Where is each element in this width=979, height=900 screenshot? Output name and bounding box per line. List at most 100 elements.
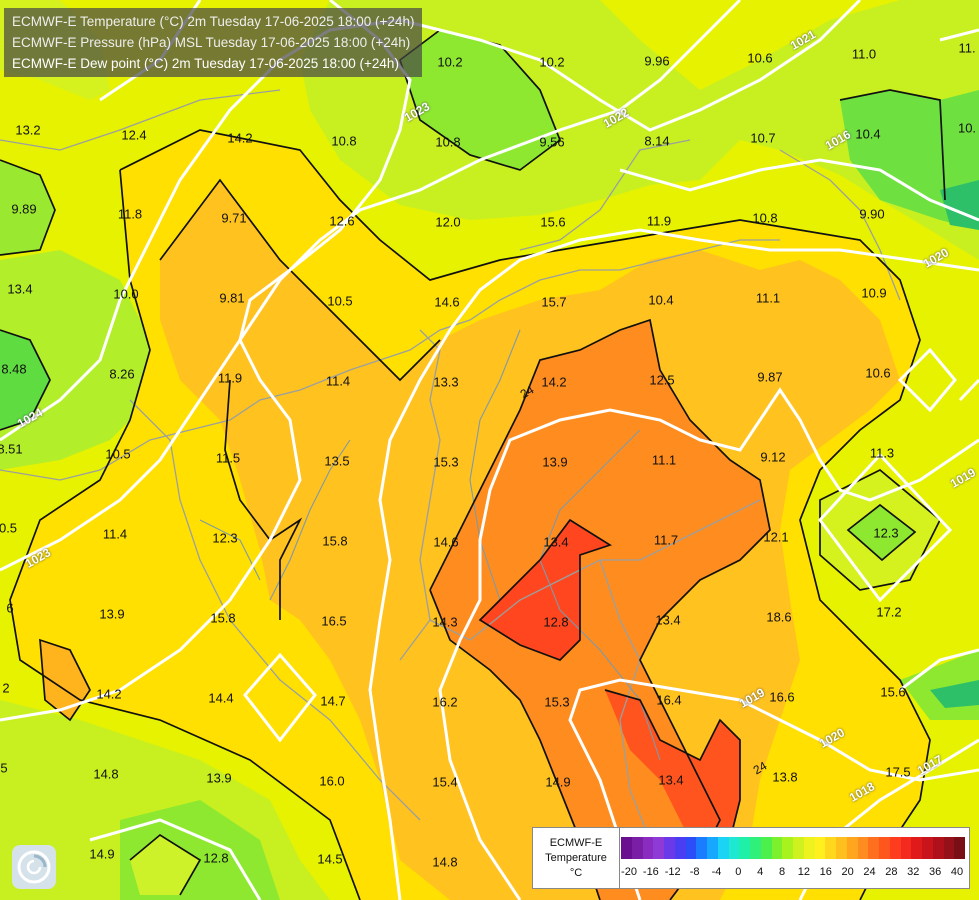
legend-tick: 8 xyxy=(779,866,786,878)
value-label: 10.4 xyxy=(855,126,881,142)
value-label: 14.5 xyxy=(317,851,343,867)
value-label: 15.3 xyxy=(544,694,570,710)
value-label: 16.2 xyxy=(432,694,458,710)
legend-swatch xyxy=(782,837,793,859)
value-label: 15.6 xyxy=(540,214,566,230)
value-label: 10. xyxy=(957,120,977,136)
legend-colorbar xyxy=(621,837,965,859)
value-label: 15.8 xyxy=(210,610,236,626)
legend-tick: -8 xyxy=(689,866,700,878)
legend-swatch xyxy=(739,837,750,859)
legend-line1: ECMWF-E xyxy=(549,836,603,849)
map-titles: ECMWF-E Temperature (°C) 2m Tuesday 17-0… xyxy=(4,8,423,77)
value-label: 16.4 xyxy=(656,692,682,708)
value-label: 11.1 xyxy=(755,290,781,306)
value-label: 14.4 xyxy=(208,690,234,706)
title-dewpoint[interactable]: ECMWF-E Dew point (°C) 2m Tuesday 17-06-… xyxy=(12,56,399,71)
legend-tick: 28 xyxy=(885,866,898,878)
value-label: 11.9 xyxy=(217,370,243,386)
legend-tick: -20 xyxy=(621,866,637,878)
value-label: 8.14 xyxy=(644,133,670,149)
value-label: 10.0 xyxy=(113,286,139,302)
value-label: 11.0 xyxy=(851,46,877,62)
value-label: 13.8 xyxy=(772,769,798,785)
legend-tick: -4 xyxy=(711,866,722,878)
value-label: 11.7 xyxy=(653,532,679,548)
legend-tick: 24 xyxy=(863,866,876,878)
legend-swatch xyxy=(696,837,707,859)
legend-swatch xyxy=(814,837,826,859)
legend-swatch xyxy=(621,837,632,859)
legend-line2: Temperature xyxy=(545,851,607,864)
value-label: 12.1 xyxy=(763,529,789,545)
value-label: 9.71 xyxy=(221,210,247,226)
legend-swatch xyxy=(793,837,804,859)
value-label: 13.4 xyxy=(543,534,569,550)
legend-swatch xyxy=(889,837,901,859)
value-label: 14.6 xyxy=(433,534,459,550)
value-label: 14.9 xyxy=(545,774,571,790)
legend-swatch xyxy=(879,837,890,859)
value-label: 13.9 xyxy=(542,454,568,470)
value-label: 10.8 xyxy=(752,210,778,226)
legend-swatch xyxy=(728,837,740,859)
value-label: 0.5 xyxy=(0,520,18,536)
value-label: 10.2 xyxy=(437,54,463,70)
legend-tick: 16 xyxy=(819,866,832,878)
legend-tick: 0 xyxy=(735,866,742,878)
value-label: 14.3 xyxy=(432,614,458,630)
value-label: 13.4 xyxy=(658,772,684,788)
value-label: 14.7 xyxy=(320,693,346,709)
legend-ticks: -20 -16 -12 -8 -4 0 4 8 12 16 20 24 28 32 36 40 xyxy=(621,866,965,882)
legend-swatch xyxy=(674,837,686,859)
value-label: 12.0 xyxy=(435,214,461,230)
legend-swatch xyxy=(664,837,675,859)
value-label: 10.2 xyxy=(539,54,565,70)
color-legend: ECMWF-E Temperature °C -20 -16 -12 -8 -4 0 4 8 1… xyxy=(532,827,970,889)
value-label: 9.12 xyxy=(760,449,786,465)
legend-tick: -12 xyxy=(664,866,681,878)
value-label: 14.2 xyxy=(541,374,567,390)
value-label: 16.0 xyxy=(319,773,345,789)
value-label: 6 xyxy=(6,600,14,616)
value-label: 11.4 xyxy=(102,526,128,542)
title-pressure[interactable]: ECMWF-E Pressure (hPa) MSL Tuesday 17-06… xyxy=(12,35,411,50)
legend-swatch xyxy=(846,837,858,859)
value-label: 10.8 xyxy=(435,134,461,150)
value-label: 12.3 xyxy=(212,530,238,546)
value-label: 10.6 xyxy=(747,50,773,66)
legend-swatch xyxy=(954,837,965,859)
legend-swatch xyxy=(653,837,664,859)
value-label: 5 xyxy=(0,760,8,776)
legend-swatch xyxy=(642,837,654,859)
title-temperature[interactable]: ECMWF-E Temperature (°C) 2m Tuesday 17-0… xyxy=(12,14,415,29)
value-label: 14.9 xyxy=(89,846,115,862)
value-label: 13.2 xyxy=(15,122,41,138)
value-label: 13.3 xyxy=(433,374,459,390)
legend-tick: 12 xyxy=(797,866,811,878)
value-label: 11.3 xyxy=(869,445,895,461)
legend-tick: -16 xyxy=(642,866,659,878)
value-label: 13.9 xyxy=(206,770,232,786)
value-label: 10.6 xyxy=(865,365,891,381)
value-label: 14.6 xyxy=(434,294,460,310)
value-label: 8.48 xyxy=(1,361,27,377)
value-label: 13.4 xyxy=(7,281,33,297)
value-label: 10.4 xyxy=(648,292,674,308)
value-label: 8.51 xyxy=(0,441,23,457)
value-label: 10.8 xyxy=(331,133,357,149)
value-label: 11.9 xyxy=(646,213,672,229)
legend-swatch xyxy=(803,837,815,859)
value-label: 8.26 xyxy=(109,366,135,382)
legend-swatch xyxy=(836,837,847,859)
legend-tick: 4 xyxy=(757,866,764,878)
value-label: 12.4 xyxy=(121,127,147,143)
value-label: 16.5 xyxy=(321,613,347,629)
value-label: 13.4 xyxy=(655,612,681,628)
value-label: 14.2 xyxy=(227,130,253,146)
value-label: 12.8 xyxy=(203,850,229,866)
value-label: 18.6 xyxy=(766,609,792,625)
legend-swatch xyxy=(932,837,944,859)
legend-swatch xyxy=(943,837,955,859)
